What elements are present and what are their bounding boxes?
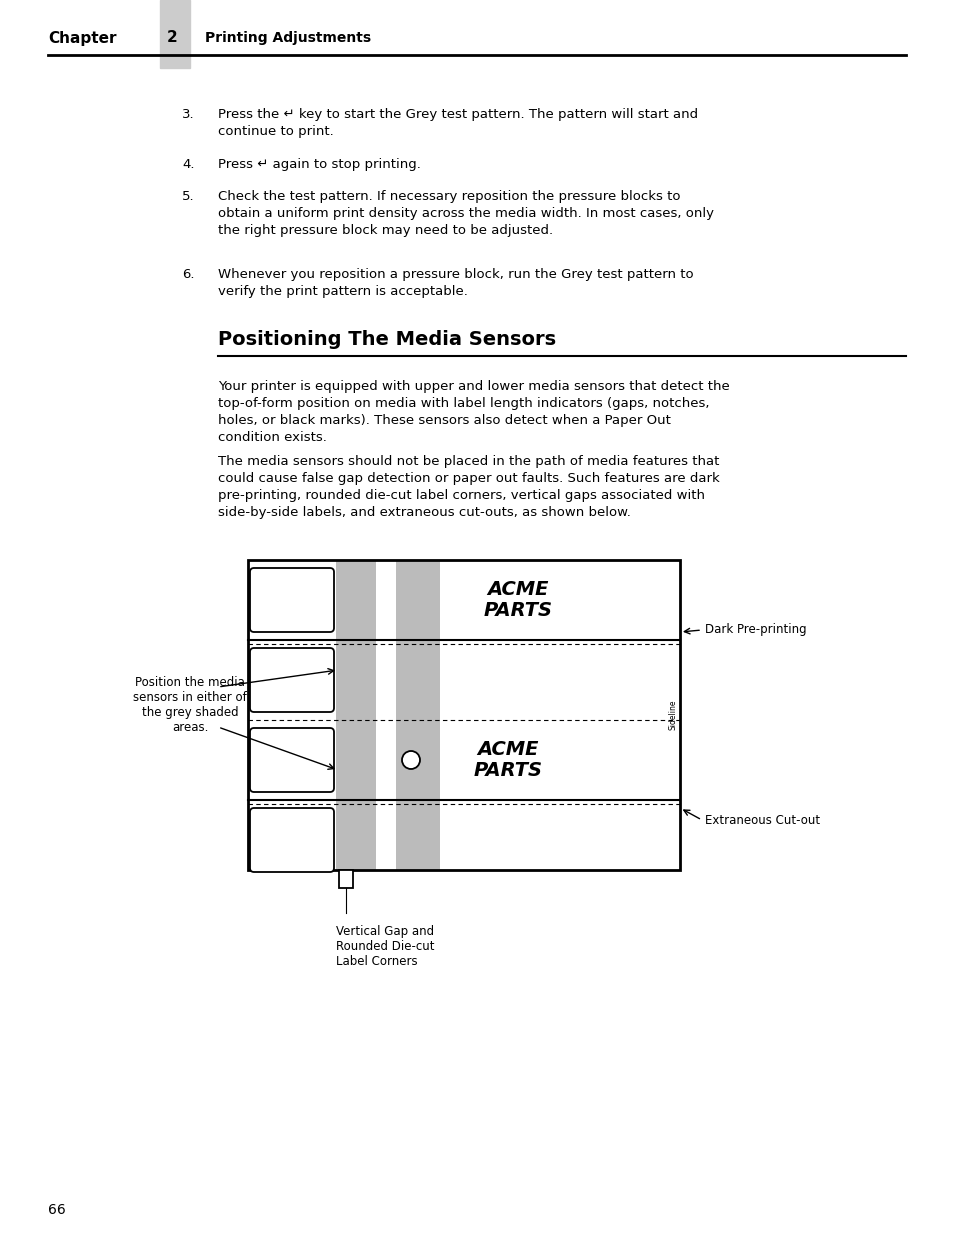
Text: Your printer is equipped with upper and lower media sensors that detect the
top-: Your printer is equipped with upper and …	[218, 380, 729, 445]
Bar	[160, 0, 190, 68]
Bar	[338, 869, 353, 888]
Text: The media sensors should not be placed in the path of media features that
could : The media sensors should not be placed i…	[218, 454, 719, 519]
Text: Press ↵ again to stop printing.: Press ↵ again to stop printing.	[218, 158, 420, 170]
Text: Extraneous Cut-out: Extraneous Cut-out	[704, 814, 820, 826]
Text: Position the media
sensors in either of
the grey shaded
areas.: Position the media sensors in either of …	[133, 676, 247, 734]
Text: 3.: 3.	[182, 107, 194, 121]
Text: ACME
PARTS: ACME PARTS	[483, 580, 552, 620]
FancyBboxPatch shape	[250, 568, 334, 632]
FancyBboxPatch shape	[250, 727, 334, 792]
Text: 6.: 6.	[182, 268, 194, 282]
Text: Vertical Gap and
Rounded Die-cut
Label Corners: Vertical Gap and Rounded Die-cut Label C…	[335, 925, 434, 968]
Bar	[395, 559, 439, 869]
FancyBboxPatch shape	[250, 808, 334, 872]
Text: Whenever you reposition a pressure block, run the Grey test pattern to
verify th: Whenever you reposition a pressure block…	[218, 268, 693, 298]
Text: 4.: 4.	[182, 158, 194, 170]
Bar	[248, 559, 679, 869]
Bar	[248, 559, 679, 869]
Text: 66: 66	[48, 1203, 66, 1216]
Text: 2: 2	[167, 31, 177, 46]
Text: Positioning The Media Sensors: Positioning The Media Sensors	[218, 330, 556, 350]
Text: Printing Adjustments: Printing Adjustments	[205, 31, 371, 44]
Text: Dark Pre-printing: Dark Pre-printing	[704, 624, 806, 636]
Text: Check the test pattern. If necessary reposition the pressure blocks to
obtain a : Check the test pattern. If necessary rep…	[218, 190, 713, 237]
Text: Press the ↵ key to start the Grey test pattern. The pattern will start and
conti: Press the ↵ key to start the Grey test p…	[218, 107, 698, 138]
Bar	[335, 559, 375, 869]
Circle shape	[401, 751, 419, 769]
Text: ACME
PARTS: ACME PARTS	[473, 740, 542, 779]
Text: 5.: 5.	[182, 190, 194, 203]
Text: Chapter: Chapter	[48, 31, 116, 46]
FancyBboxPatch shape	[250, 648, 334, 713]
Text: Sideline: Sideline	[668, 700, 677, 730]
